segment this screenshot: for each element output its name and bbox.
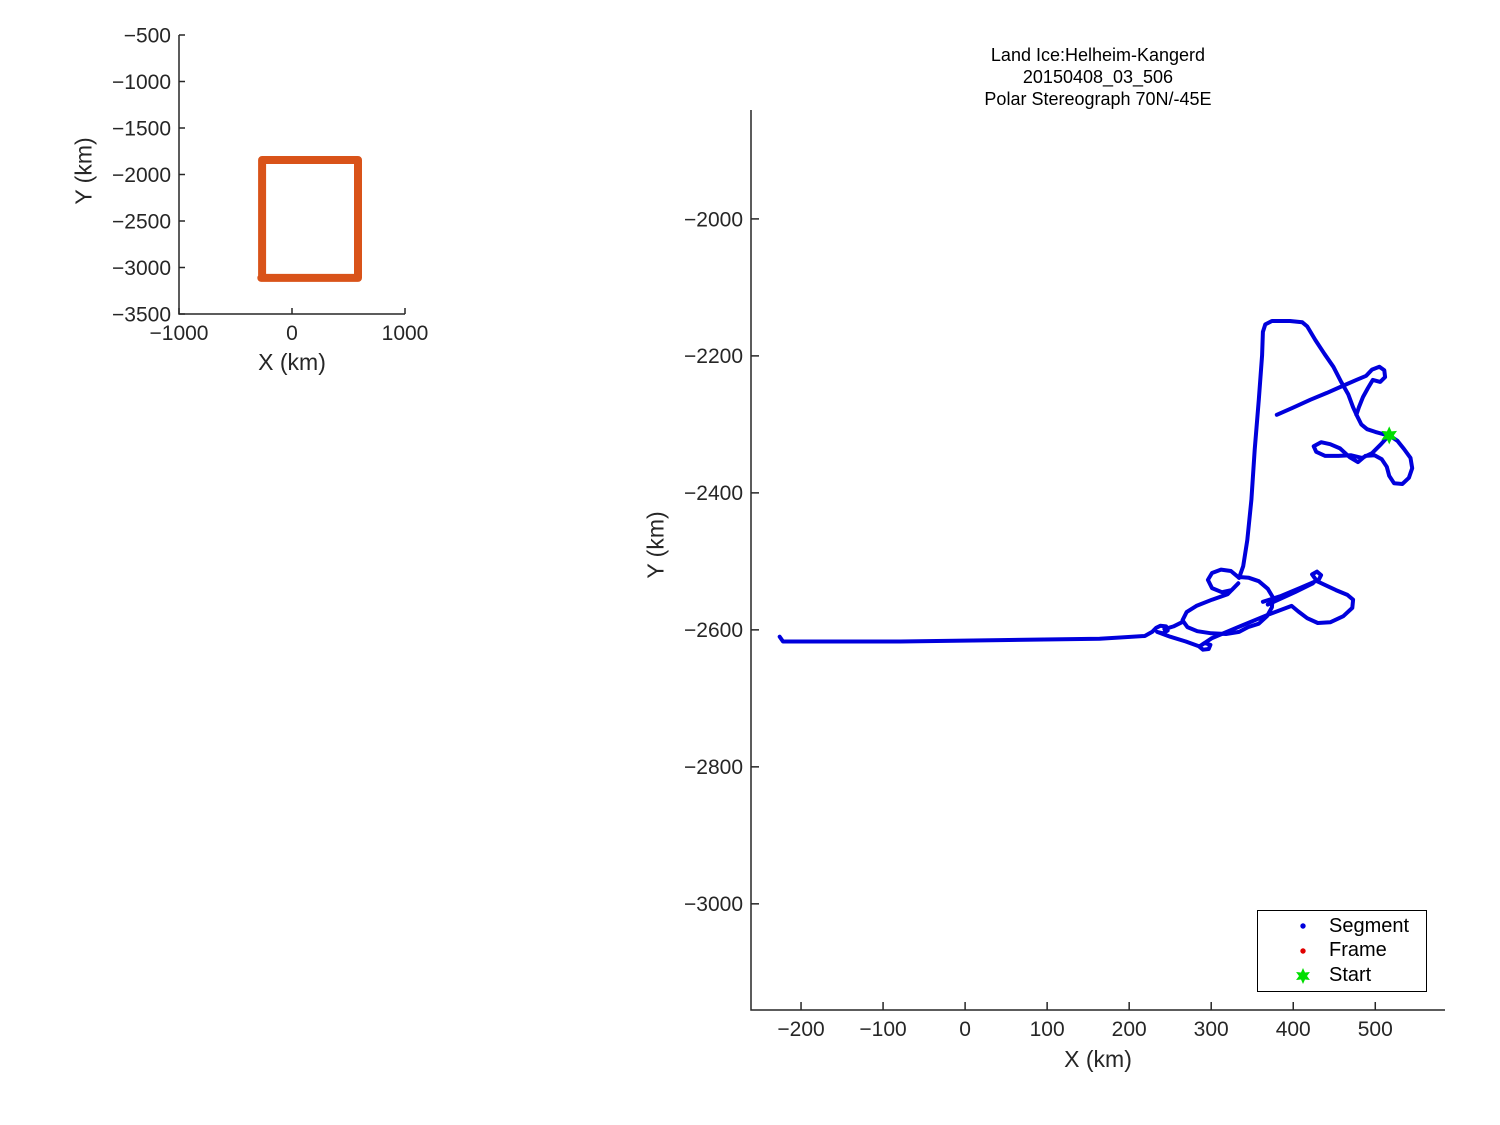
y-tick-label: −2500: [112, 210, 171, 233]
x-tick-label: 200: [1112, 1018, 1147, 1041]
segment-dot-icon: [1300, 923, 1306, 930]
y-tick-label: −1500: [112, 117, 171, 140]
overview-xaxis-label: X (km): [258, 349, 326, 375]
start-hexagram-icon: [1296, 967, 1310, 984]
y-tick-label: −2400: [684, 482, 743, 505]
legend-label-segment: Segment: [1329, 914, 1410, 937]
frame-dot-icon: [1300, 948, 1306, 954]
segment-track: [1237, 319, 1392, 580]
coverage-box: [257, 156, 362, 282]
main-plot-area: [751, 110, 1445, 1010]
segment-track: [1162, 619, 1186, 632]
x-tick-label: −200: [777, 1018, 824, 1041]
title-line-1: Land Ice:Helheim-Kangerd: [990, 45, 1206, 65]
x-tick-label: 100: [1030, 1018, 1065, 1041]
segment-track: [1311, 433, 1415, 486]
y-tick-label: −2600: [684, 619, 743, 642]
x-tick-label: 0: [286, 322, 298, 345]
legend-label-start: Start: [1329, 964, 1372, 987]
legend-item-segment: Segment: [1258, 914, 1426, 938]
chart-title: Land Ice:Helheim-Kangerd 20150408_03_506…: [751, 44, 1445, 110]
y-tick-label: −2800: [684, 756, 743, 779]
x-tick-label: −100: [859, 1018, 906, 1041]
overview-yaxis-label: Y (km): [70, 137, 97, 205]
y-tick-label: −500: [124, 24, 171, 47]
legend-item-start: Start: [1258, 964, 1426, 988]
x-tick-label: 1000: [382, 322, 429, 345]
main-yaxis-label: Y (km): [642, 511, 669, 579]
x-tick-label: 500: [1358, 1018, 1393, 1041]
legend-label-frame: Frame: [1329, 939, 1387, 962]
x-tick-label: 0: [959, 1018, 971, 1041]
x-tick-label: −1000: [150, 322, 209, 345]
start-marker: [1381, 426, 1398, 445]
y-tick-label: −1000: [112, 71, 171, 94]
x-tick-label: 400: [1276, 1018, 1311, 1041]
legend-item-frame: Frame: [1258, 939, 1426, 963]
segment-track: [1180, 567, 1275, 636]
title-line-3: Polar Stereograph 70N/-45E: [984, 89, 1212, 109]
legend: Segment Frame Start: [1257, 910, 1427, 992]
y-tick-label: −2000: [684, 208, 743, 231]
main-xaxis-label: X (km): [1064, 1046, 1132, 1072]
flight-axes-spines: [750, 110, 1445, 1011]
y-tick-label: −2200: [684, 345, 743, 368]
segment-track: [1274, 364, 1388, 417]
y-tick-label: −3500: [112, 303, 171, 326]
overview-plot-area: [179, 35, 405, 314]
y-tick-label: −2000: [112, 164, 171, 187]
segment-track: [777, 569, 1356, 652]
y-tick-label: −3000: [112, 257, 171, 280]
x-tick-label: 300: [1194, 1018, 1229, 1041]
title-line-2: 20150408_03_506: [1022, 67, 1174, 87]
y-tick-label: −3000: [684, 893, 743, 916]
